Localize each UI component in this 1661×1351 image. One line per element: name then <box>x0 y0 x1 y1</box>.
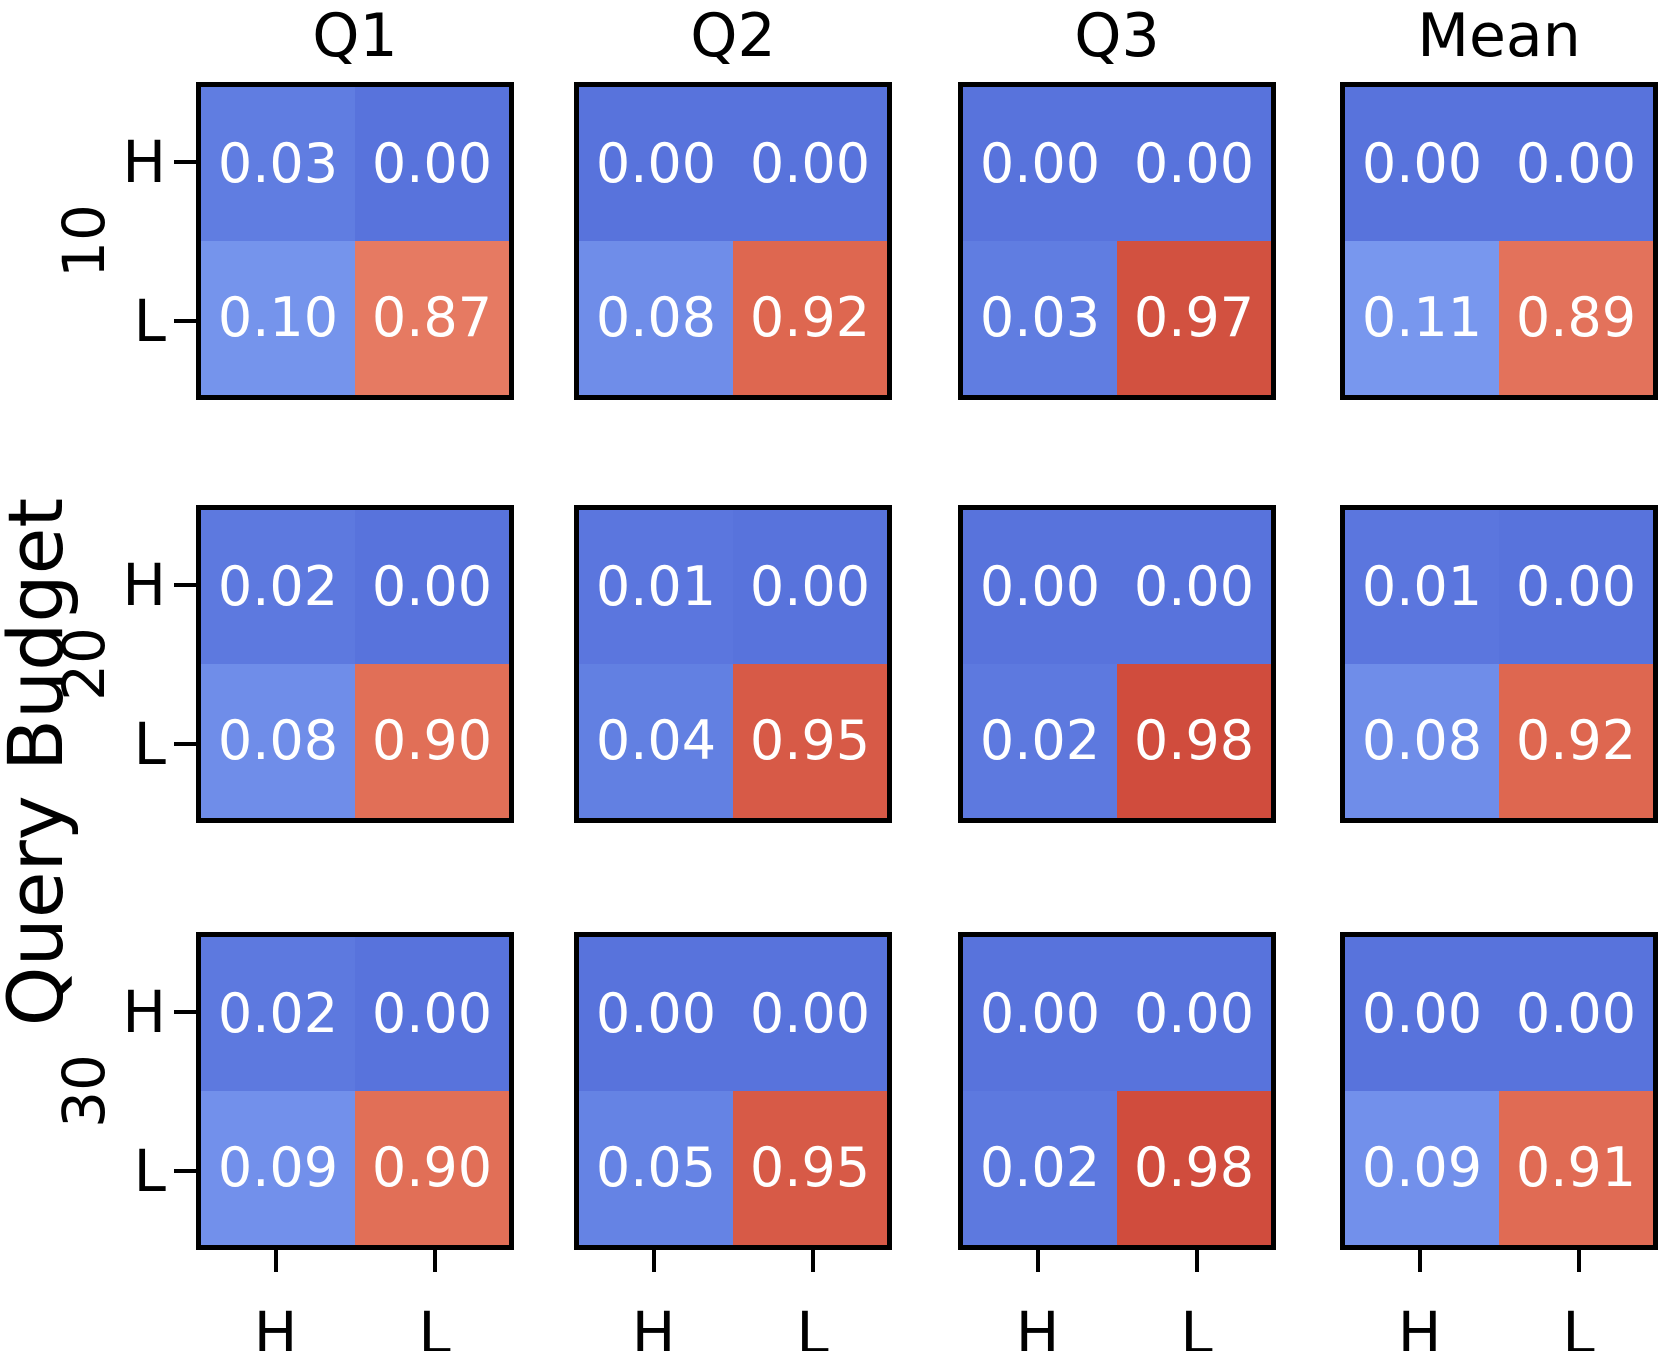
y-tick-mark <box>174 741 196 746</box>
heatmap-10-q2: 0.00 0.00 0.08 0.92 <box>574 82 892 400</box>
column-title-q1: Q1 <box>312 1 398 71</box>
row-label-10: 10 <box>50 204 118 278</box>
y-tick-label: H <box>122 977 166 1046</box>
heatmap-cell: 0.02 <box>201 510 355 664</box>
heatmap-cell: 0.00 <box>579 87 733 241</box>
heatmap-cell: 0.02 <box>963 664 1117 818</box>
heatmap-cell: 0.92 <box>733 241 887 395</box>
x-tick-mark <box>1417 1250 1422 1272</box>
row-label-30: 30 <box>50 1054 118 1128</box>
heatmap-cell: 0.90 <box>355 1091 509 1245</box>
y-tick-label: L <box>133 286 166 355</box>
heatmap-cell: 0.95 <box>733 1091 887 1245</box>
heatmap-cell: 0.11 <box>1345 241 1499 395</box>
heatmap-cell: 0.01 <box>1345 510 1499 664</box>
heatmap-cell: 0.97 <box>1117 241 1271 395</box>
heatmap-30-mean: 0.00 0.00 0.09 0.91 <box>1340 932 1658 1250</box>
y-tick-mark <box>174 582 196 587</box>
column-title-q3: Q3 <box>1074 1 1160 71</box>
heatmap-20-q3: 0.00 0.00 0.02 0.98 <box>958 505 1276 823</box>
x-tick-label: H <box>1015 1299 1060 1351</box>
heatmap-cell: 0.10 <box>201 241 355 395</box>
x-tick-mark <box>651 1250 656 1272</box>
x-tick-mark <box>1576 1250 1581 1272</box>
heatmap-20-mean: 0.01 0.00 0.08 0.92 <box>1340 505 1658 823</box>
heatmap-cell: 0.00 <box>579 937 733 1091</box>
heatmap-cell: 0.03 <box>963 241 1117 395</box>
heatmap-cell: 0.04 <box>579 664 733 818</box>
x-tick-mark <box>1035 1250 1040 1272</box>
heatmap-cell: 0.89 <box>1499 241 1653 395</box>
heatmap-cell: 0.00 <box>1345 87 1499 241</box>
heatmap-10-q3: 0.00 0.00 0.03 0.97 <box>958 82 1276 400</box>
heatmap-cell: 0.03 <box>201 87 355 241</box>
heatmap-cell: 0.02 <box>201 937 355 1091</box>
x-tick-label: H <box>1397 1299 1442 1351</box>
y-tick-mark <box>174 1009 196 1014</box>
heatmap-cell: 0.00 <box>1499 510 1653 664</box>
x-tick-label: L <box>796 1299 829 1351</box>
x-tick-mark <box>1194 1250 1199 1272</box>
heatmap-cell: 0.00 <box>1117 937 1271 1091</box>
heatmap-30-q1: 0.02 0.00 0.09 0.90 <box>196 932 514 1250</box>
heatmap-cell: 0.92 <box>1499 664 1653 818</box>
heatmap-cell: 0.00 <box>963 510 1117 664</box>
heatmap-cell: 0.00 <box>963 937 1117 1091</box>
heatmap-cell: 0.00 <box>1499 937 1653 1091</box>
heatmap-cell: 0.98 <box>1117 664 1271 818</box>
y-tick-mark <box>174 318 196 323</box>
x-tick-label: H <box>631 1299 676 1351</box>
heatmap-cell: 0.00 <box>1117 87 1271 241</box>
column-title-q2: Q2 <box>690 1 776 71</box>
y-tick-mark <box>174 159 196 164</box>
heatmap-cell: 0.00 <box>1499 87 1653 241</box>
heatmap-cell: 0.08 <box>201 664 355 818</box>
heatmap-cell: 0.02 <box>963 1091 1117 1245</box>
heatmap-cell: 0.09 <box>201 1091 355 1245</box>
x-tick-label: H <box>253 1299 298 1351</box>
heatmap-30-q2: 0.00 0.00 0.05 0.95 <box>574 932 892 1250</box>
column-title-mean: Mean <box>1417 1 1581 71</box>
heatmap-cell: 0.95 <box>733 664 887 818</box>
heatmap-cell: 0.00 <box>733 87 887 241</box>
heatmap-cell: 0.00 <box>355 510 509 664</box>
heatmap-cell: 0.00 <box>733 937 887 1091</box>
heatmap-20-q2: 0.01 0.00 0.04 0.95 <box>574 505 892 823</box>
x-tick-mark <box>810 1250 815 1272</box>
y-tick-label: L <box>133 1136 166 1205</box>
y-tick-label: H <box>122 127 166 196</box>
x-tick-mark <box>273 1250 278 1272</box>
x-tick-mark <box>432 1250 437 1272</box>
heatmap-cell: 0.00 <box>733 510 887 664</box>
heatmap-cell: 0.08 <box>579 241 733 395</box>
y-tick-label: L <box>133 709 166 778</box>
heatmap-cell: 0.05 <box>579 1091 733 1245</box>
heatmap-10-q1: 0.03 0.00 0.10 0.87 <box>196 82 514 400</box>
heatmap-cell: 0.00 <box>355 87 509 241</box>
heatmap-30-q3: 0.00 0.00 0.02 0.98 <box>958 932 1276 1250</box>
x-tick-label: L <box>1562 1299 1595 1351</box>
heatmap-cell: 0.08 <box>1345 664 1499 818</box>
heatmap-cell: 0.01 <box>579 510 733 664</box>
heatmap-cell: 0.87 <box>355 241 509 395</box>
y-tick-label: H <box>122 550 166 619</box>
heatmap-cell: 0.00 <box>355 937 509 1091</box>
heatmap-cell: 0.98 <box>1117 1091 1271 1245</box>
heatmap-cell: 0.90 <box>355 664 509 818</box>
heatmap-cell: 0.00 <box>1345 937 1499 1091</box>
heatmap-cell: 0.91 <box>1499 1091 1653 1245</box>
heatmap-cell: 0.09 <box>1345 1091 1499 1245</box>
heatmap-10-mean: 0.00 0.00 0.11 0.89 <box>1340 82 1658 400</box>
x-tick-label: L <box>1180 1299 1213 1351</box>
x-tick-label: L <box>418 1299 451 1351</box>
heatmap-cell: 0.00 <box>1117 510 1271 664</box>
heatmap-20-q1: 0.02 0.00 0.08 0.90 <box>196 505 514 823</box>
heatmap-cell: 0.00 <box>963 87 1117 241</box>
row-label-20: 20 <box>50 627 118 701</box>
y-tick-mark <box>174 1168 196 1173</box>
